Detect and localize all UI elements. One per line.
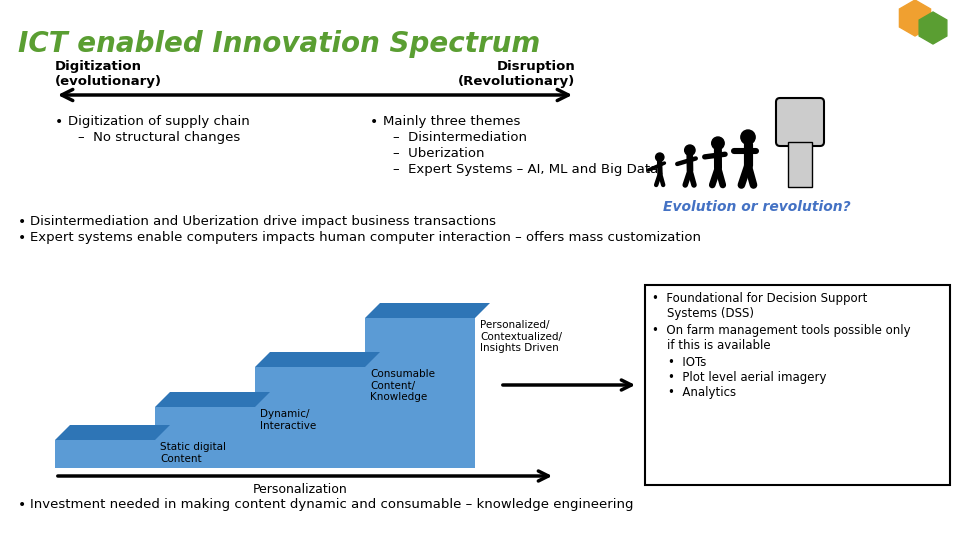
Text: Expert systems enable computers impacts human computer interaction – offers mass: Expert systems enable computers impacts …	[30, 231, 701, 244]
Text: •: •	[18, 215, 26, 229]
Text: Static digital
Content: Static digital Content	[160, 442, 226, 464]
Text: Mainly three themes: Mainly three themes	[383, 115, 520, 128]
Bar	[155, 407, 255, 468]
Polygon shape	[365, 303, 490, 318]
Text: Digitization
(evolutionary): Digitization (evolutionary)	[55, 60, 162, 88]
Text: if this is available: if this is available	[652, 339, 771, 352]
Text: Digitization of supply chain: Digitization of supply chain	[68, 115, 250, 128]
Bar	[365, 318, 475, 468]
Text: Dynamic/
Interactive: Dynamic/ Interactive	[260, 409, 316, 430]
Text: ICT enabled Innovation Spectrum: ICT enabled Innovation Spectrum	[18, 30, 540, 58]
Text: •: •	[18, 498, 26, 512]
Circle shape	[711, 137, 724, 150]
Text: Disruption
(Revolutionary): Disruption (Revolutionary)	[458, 60, 575, 88]
Text: Consumable
Content/
Knowledge: Consumable Content/ Knowledge	[370, 369, 435, 402]
Text: Systems (DSS): Systems (DSS)	[652, 307, 754, 320]
Text: •: •	[55, 115, 63, 129]
Bar	[55, 440, 155, 468]
Text: Investment needed in making content dynamic and consumable – knowledge engineeri: Investment needed in making content dyna…	[30, 498, 634, 511]
Polygon shape	[255, 352, 380, 367]
Text: •: •	[18, 231, 26, 245]
Text: –  No structural changes: – No structural changes	[78, 131, 240, 144]
Text: Personalization: Personalization	[252, 483, 348, 496]
Bar	[255, 367, 365, 468]
Polygon shape	[155, 392, 270, 407]
Text: –  Expert Systems – AI, ML and Big Data: – Expert Systems – AI, ML and Big Data	[393, 163, 659, 176]
Circle shape	[741, 130, 756, 144]
Text: •  On farm management tools possible only: • On farm management tools possible only	[652, 324, 911, 337]
Text: Personalized/
Contextualized/
Insights Driven: Personalized/ Contextualized/ Insights D…	[480, 320, 562, 353]
Text: •  Plot level aerial imagery: • Plot level aerial imagery	[668, 371, 827, 384]
Text: Disintermediation and Uberization drive impact business transactions: Disintermediation and Uberization drive …	[30, 215, 496, 228]
Bar	[788, 142, 812, 187]
Circle shape	[656, 153, 664, 161]
FancyBboxPatch shape	[776, 98, 824, 146]
Text: –  Uberization: – Uberization	[393, 147, 485, 160]
Text: •  Foundational for Decision Support: • Foundational for Decision Support	[652, 292, 868, 305]
Text: Evolution or revolution?: Evolution or revolution?	[663, 200, 851, 214]
Text: •: •	[370, 115, 378, 129]
Polygon shape	[55, 425, 170, 440]
Circle shape	[684, 145, 695, 156]
Text: •  Analytics: • Analytics	[668, 386, 736, 399]
FancyBboxPatch shape	[645, 285, 950, 485]
Text: •  IOTs: • IOTs	[668, 356, 707, 369]
Text: –  Disintermediation: – Disintermediation	[393, 131, 527, 144]
